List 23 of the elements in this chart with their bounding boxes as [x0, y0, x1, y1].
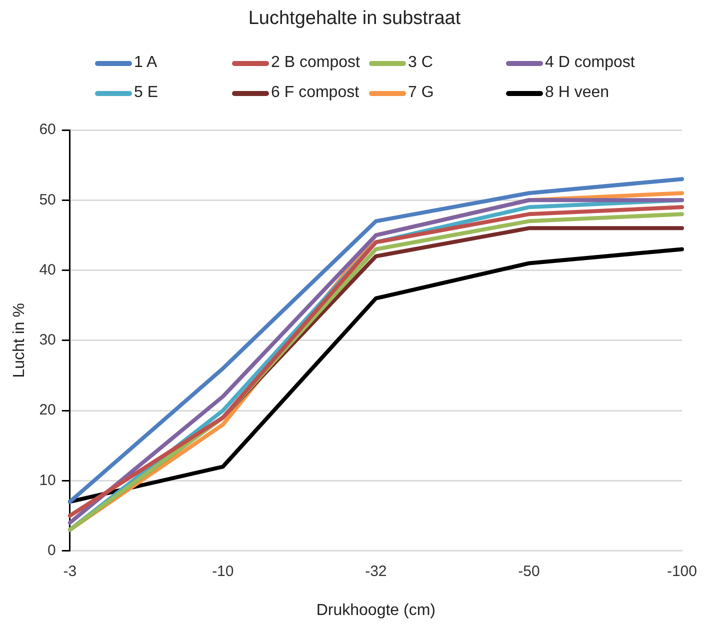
legend-label: 7 G — [408, 84, 434, 102]
y-axis-title: Lucht in % — [11, 303, 28, 378]
y-tick-label: 30 — [39, 332, 56, 349]
y-tick-label: 20 — [39, 402, 56, 419]
y-tick-label: 50 — [39, 191, 56, 208]
x-tick-label: -100 — [666, 562, 698, 580]
legend-label: 6 F compost — [271, 84, 360, 102]
y-tick-label: 0 — [48, 542, 56, 559]
x-axis-title: Drukhoogte (cm) — [316, 602, 436, 619]
x-tick-label: -3 — [63, 562, 77, 580]
x-tick-label: -10 — [212, 562, 234, 580]
legend-label: 1 A — [134, 54, 158, 72]
legend-label: 3 C — [408, 54, 433, 72]
chart-title: Luchtgehalte in substraat — [247, 8, 462, 30]
legend-label: 4 D compost — [545, 54, 635, 72]
x-tick-label: -50 — [518, 562, 540, 580]
y-tick-label: 40 — [39, 261, 56, 278]
legend-label: 8 H veen — [545, 84, 610, 102]
legend-label: 2 B compost — [271, 54, 360, 72]
x-tick-label: -32 — [365, 562, 387, 580]
y-tick-label: 60 — [39, 121, 56, 138]
legend-label: 5 E — [134, 84, 158, 102]
y-tick-label: 10 — [39, 472, 56, 489]
